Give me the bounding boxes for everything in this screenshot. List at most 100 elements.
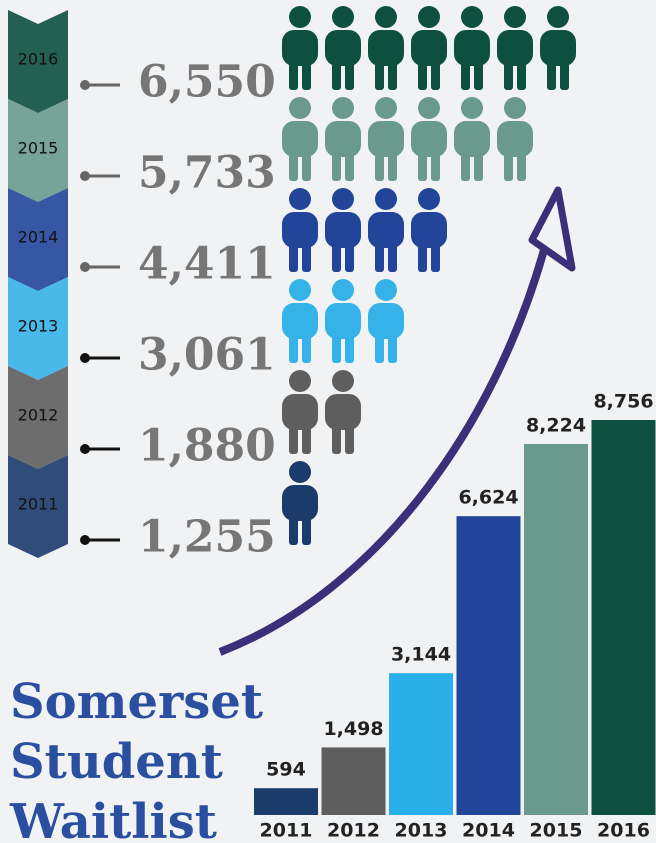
value-label: 1,880 [138, 421, 276, 472]
icon-leg [388, 151, 397, 181]
ribbon-year: 2011 [18, 495, 59, 514]
icon-leg [517, 151, 526, 181]
icon-leg [345, 151, 354, 181]
person-icon [282, 370, 318, 454]
chart-title: Somerset Student Waitlist [10, 674, 264, 843]
icon-leg [332, 60, 341, 90]
icon-leg [302, 60, 311, 90]
ribbon-year: 2016 [18, 50, 59, 69]
icon-leg [289, 242, 298, 272]
icon-head [418, 6, 440, 28]
icon-leg [388, 333, 397, 363]
person-icon [325, 97, 361, 181]
bar-value-label: 8,756 [593, 391, 653, 413]
icon-leg [504, 151, 513, 181]
ribbon-segment [8, 277, 68, 380]
icon-leg [388, 242, 397, 272]
icon-body [368, 30, 404, 66]
icon-leg [345, 242, 354, 272]
value-label: 5,733 [138, 148, 276, 199]
person-icon [282, 279, 318, 363]
icon-body [325, 30, 361, 66]
icon-leg [302, 515, 311, 545]
icon-head [332, 188, 354, 210]
icon-leg [289, 515, 298, 545]
icon-head [332, 279, 354, 301]
icon-head [461, 6, 483, 28]
icon-leg [332, 151, 341, 181]
icon-leg [289, 333, 298, 363]
person-icon [368, 6, 404, 90]
icon-row [282, 461, 318, 545]
person-icon [540, 6, 576, 90]
person-icon [497, 97, 533, 181]
icon-head [332, 97, 354, 119]
value-label: 4,411 [138, 239, 276, 290]
person-icon [282, 97, 318, 181]
icon-leg [345, 60, 354, 90]
icon-head [375, 6, 397, 28]
icon-head [289, 188, 311, 210]
person-icon [282, 188, 318, 272]
bar [321, 747, 386, 815]
trend-arrow [218, 233, 552, 656]
x-tick-label: 2012 [327, 820, 380, 842]
bar-value-label: 1,498 [323, 718, 383, 740]
icon-row [282, 188, 447, 272]
icon-leg [560, 60, 569, 90]
ribbon-year: 2014 [18, 228, 59, 247]
icon-head [289, 6, 311, 28]
person-icon [368, 279, 404, 363]
ribbon-segment [8, 10, 68, 113]
icon-row [282, 6, 576, 90]
icon-leg [461, 60, 470, 90]
icon-leg [547, 60, 556, 90]
icon-leg [375, 60, 384, 90]
icon-head [375, 279, 397, 301]
icon-body [325, 303, 361, 339]
person-icon [325, 188, 361, 272]
arrow-head [528, 186, 576, 272]
icon-body [325, 121, 361, 157]
icon-head [332, 370, 354, 392]
icon-body [368, 212, 404, 248]
icon-head [289, 279, 311, 301]
icon-body [368, 303, 404, 339]
icon-leg [289, 151, 298, 181]
icon-body [454, 121, 490, 157]
bar-value-label: 594 [266, 759, 306, 781]
icon-leg [302, 151, 311, 181]
person-icon [325, 279, 361, 363]
icon-body [282, 30, 318, 66]
person-icon [368, 188, 404, 272]
icon-leg [474, 151, 483, 181]
icon-leg [289, 424, 298, 454]
icon-leg [418, 60, 427, 90]
icon-body [411, 30, 447, 66]
person-icon [411, 6, 447, 90]
person-icon [497, 6, 533, 90]
x-tick-label: 2014 [462, 820, 515, 842]
bar [389, 673, 453, 815]
person-icon [411, 188, 447, 272]
icon-leg [431, 60, 440, 90]
icon-body [411, 121, 447, 157]
icon-head [289, 370, 311, 392]
icon-body [325, 394, 361, 430]
ribbon-year: 2013 [18, 317, 59, 336]
icon-head [375, 97, 397, 119]
ribbon-segment [8, 99, 68, 202]
icon-row [282, 370, 361, 454]
value-label: 3,061 [138, 330, 276, 381]
bar [591, 420, 656, 815]
bar [456, 516, 521, 815]
icon-head [504, 97, 526, 119]
x-tick-label: 2013 [395, 820, 448, 842]
icon-head [289, 97, 311, 119]
icon-body [540, 30, 576, 66]
person-icon [454, 97, 490, 181]
ribbon-year: 2012 [18, 406, 59, 425]
icon-body [325, 212, 361, 248]
icon-head [332, 6, 354, 28]
